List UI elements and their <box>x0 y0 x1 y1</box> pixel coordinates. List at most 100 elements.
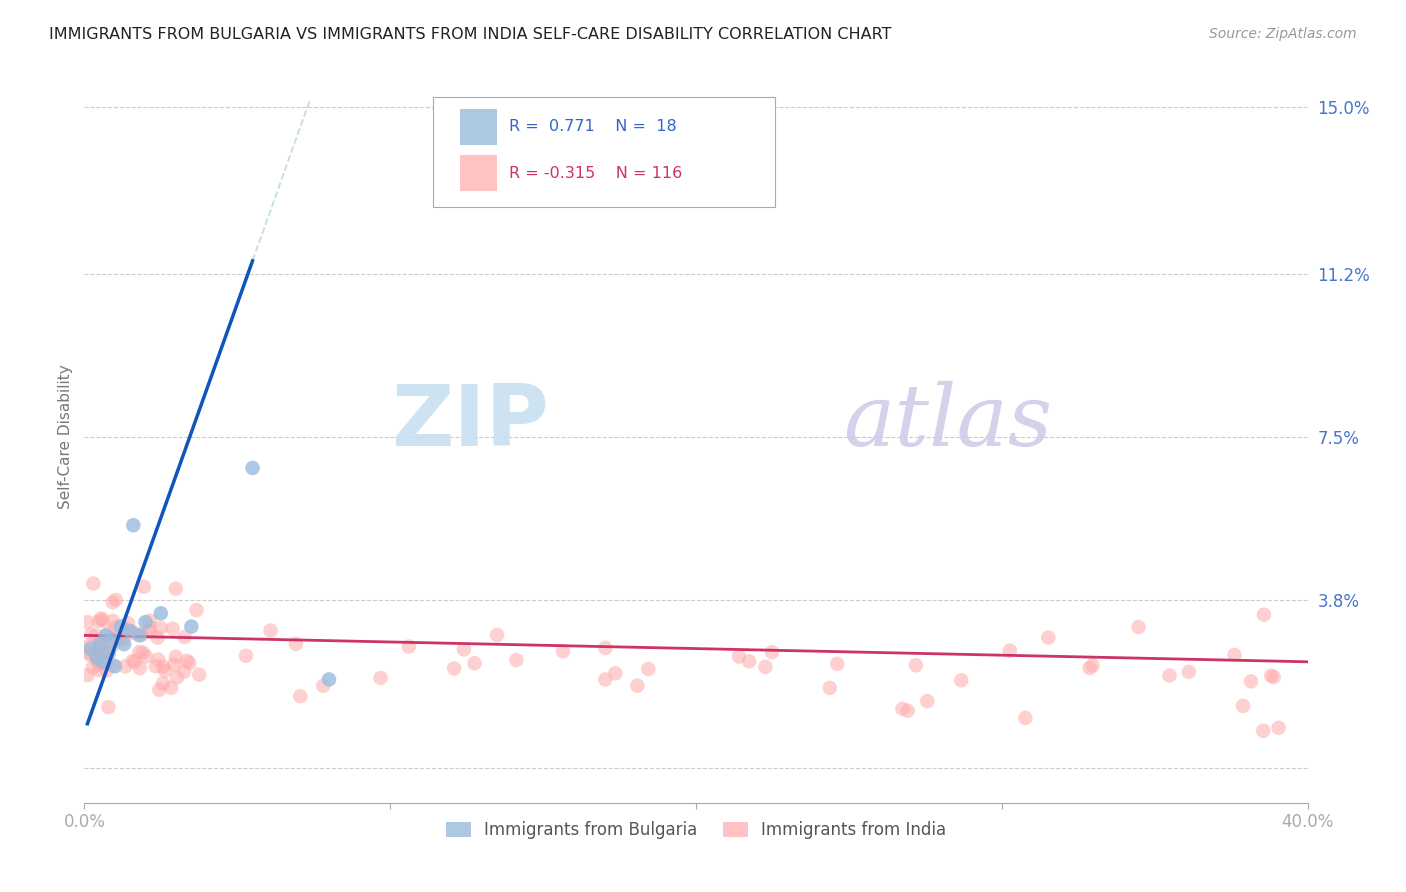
Point <box>637 662 659 676</box>
Point <box>284 637 307 651</box>
Point <box>114 631 136 645</box>
Point <box>76 646 98 660</box>
Point <box>138 624 160 639</box>
Point <box>128 645 150 659</box>
Point <box>96 655 118 669</box>
Point <box>173 630 195 644</box>
Point <box>84 629 107 643</box>
Point <box>153 664 176 678</box>
Point <box>149 621 172 635</box>
Point <box>165 649 187 664</box>
Point <box>86 650 108 665</box>
Point <box>1263 670 1285 684</box>
Point <box>82 660 104 674</box>
Point <box>76 640 98 654</box>
Point <box>115 622 138 636</box>
Point <box>101 658 124 673</box>
Point <box>179 656 201 670</box>
Point <box>110 619 132 633</box>
Point <box>463 656 485 670</box>
Point <box>818 681 841 695</box>
Point <box>90 611 112 625</box>
Point <box>101 632 124 647</box>
Point <box>825 657 848 671</box>
Point <box>312 679 335 693</box>
Point <box>165 582 187 596</box>
Point <box>97 626 120 640</box>
Point <box>1159 668 1181 682</box>
Point <box>595 673 617 687</box>
Point <box>76 668 98 682</box>
Point <box>124 625 146 640</box>
Point <box>1232 698 1254 713</box>
Text: Source: ZipAtlas.com: Source: ZipAtlas.com <box>1209 27 1357 41</box>
Point <box>998 643 1021 657</box>
Point <box>186 603 208 617</box>
Y-axis label: Self-Care Disability: Self-Care Disability <box>58 365 73 509</box>
Point <box>891 702 914 716</box>
Point <box>89 663 111 677</box>
Point <box>1240 674 1263 689</box>
Point <box>91 645 114 659</box>
Text: atlas: atlas <box>842 381 1052 464</box>
Point <box>595 640 617 655</box>
Point <box>235 648 257 663</box>
Point <box>76 615 98 629</box>
Point <box>145 659 167 673</box>
Point <box>148 682 170 697</box>
Point <box>107 630 129 644</box>
Point <box>129 661 152 675</box>
Point <box>1078 661 1101 675</box>
Point <box>917 694 939 708</box>
Bar <box>460 110 496 145</box>
Point <box>91 655 114 669</box>
Bar <box>460 155 496 191</box>
Point <box>91 613 114 627</box>
Point <box>1178 665 1201 679</box>
Point <box>173 665 195 679</box>
Point <box>728 649 751 664</box>
Point <box>101 614 124 628</box>
Point <box>132 580 155 594</box>
Point <box>897 704 920 718</box>
Point <box>1253 607 1275 622</box>
Point <box>87 615 110 629</box>
Point <box>166 670 188 684</box>
Point <box>486 628 509 642</box>
Point <box>84 647 107 661</box>
Point <box>120 624 142 638</box>
Point <box>90 643 112 657</box>
Point <box>149 607 172 621</box>
Point <box>103 638 125 652</box>
Point <box>86 653 108 667</box>
Text: R =  0.771    N =  18: R = 0.771 N = 18 <box>509 120 676 135</box>
Point <box>80 627 103 641</box>
Point <box>132 646 155 660</box>
Point <box>135 649 157 664</box>
Point <box>117 616 139 631</box>
Text: R = -0.315    N = 116: R = -0.315 N = 116 <box>509 166 682 180</box>
Point <box>290 689 312 703</box>
Point <box>1267 721 1289 735</box>
Point <box>82 576 104 591</box>
Point <box>626 679 648 693</box>
Point <box>1251 723 1274 738</box>
Point <box>904 658 927 673</box>
Point <box>1260 669 1282 683</box>
Point <box>761 645 783 659</box>
Point <box>128 628 150 642</box>
Point <box>163 657 186 672</box>
Point <box>104 621 127 635</box>
Point <box>160 681 183 695</box>
Point <box>370 671 392 685</box>
Point <box>79 641 101 656</box>
Point <box>152 659 174 673</box>
Point <box>139 620 162 634</box>
Point <box>1014 711 1036 725</box>
Point <box>398 640 420 654</box>
Point <box>551 644 574 658</box>
Point <box>1128 620 1150 634</box>
Point <box>94 628 117 642</box>
Point <box>97 644 120 658</box>
Point <box>146 652 169 666</box>
